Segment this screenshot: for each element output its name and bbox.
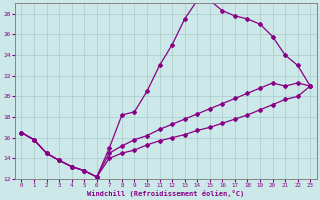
X-axis label: Windchill (Refroidissement éolien,°C): Windchill (Refroidissement éolien,°C) <box>87 190 244 197</box>
